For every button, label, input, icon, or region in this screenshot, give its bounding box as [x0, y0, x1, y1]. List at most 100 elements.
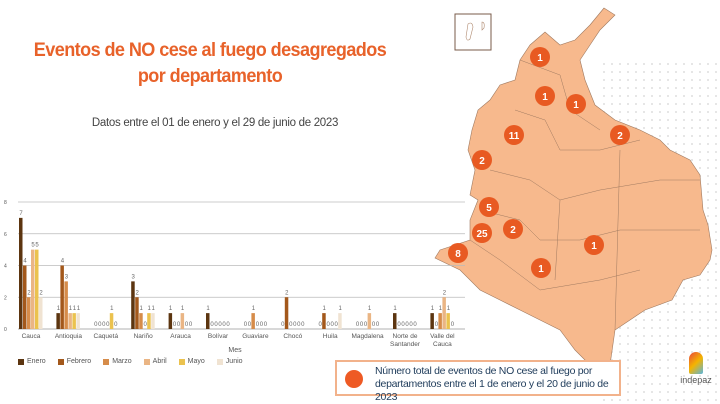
- bar-abril: [367, 313, 372, 329]
- bar-value-label: 1: [323, 306, 327, 312]
- marker-circle: [535, 86, 555, 106]
- event-marker: 2: [610, 125, 630, 145]
- legend-item-mayo: Mayo: [178, 358, 205, 365]
- marker-count: 2: [617, 131, 623, 142]
- x-tick-label: Valle del: [430, 333, 455, 340]
- marker-circle: [472, 150, 492, 170]
- legend-swatch: [57, 358, 64, 365]
- marker-circle: [448, 243, 468, 263]
- bar-value-label: 1: [206, 306, 210, 312]
- bar-abril: [68, 313, 72, 329]
- legend-item-junio: Junio: [216, 358, 243, 365]
- bar-value-label: 1: [77, 306, 81, 312]
- bar-value-label: 0: [114, 322, 118, 328]
- marker-circle: [479, 197, 499, 217]
- bar-value-label: 1: [57, 306, 61, 312]
- bar-junio: [338, 313, 342, 329]
- bar-marzo: [251, 313, 255, 329]
- department-borders: [469, 59, 700, 331]
- page-title: Eventos de NO cese al fuego desagregados…: [33, 40, 387, 87]
- x-tick-label: Chocó: [283, 333, 302, 340]
- bar-febrero: [135, 297, 139, 329]
- legend-swatch: [18, 358, 24, 365]
- marker-circle: [472, 223, 492, 243]
- legend-item-abril: Abril: [143, 358, 167, 365]
- bar-enero: [430, 313, 434, 329]
- bar-value-label: 1: [140, 306, 144, 312]
- marker-count: 2: [510, 225, 516, 236]
- x-tick-label: Guaviare: [242, 333, 269, 340]
- bar-value-label: 0: [293, 322, 297, 328]
- bar-enero: [168, 313, 173, 329]
- marker-count: 1: [573, 100, 579, 111]
- marker-count: 1: [542, 92, 548, 103]
- marker-count: 8: [455, 249, 461, 260]
- bar-enero: [56, 313, 60, 329]
- legend-swatch: [216, 358, 223, 365]
- bar-value-label: 1: [110, 306, 114, 312]
- event-marker: 1: [535, 86, 555, 106]
- bar-enero: [19, 217, 23, 329]
- legend-item-marzo: Marzo: [103, 358, 132, 365]
- x-tick-label: Antioquia: [55, 333, 82, 340]
- legend-label: Enero: [27, 358, 46, 365]
- bar-enero: [131, 281, 135, 329]
- y-tick-label: 0: [4, 327, 7, 333]
- bar-febrero: [23, 265, 27, 329]
- bar-value-label: 0: [435, 322, 439, 328]
- bar-value-label: 0: [327, 322, 331, 328]
- bar-value-label: 0: [376, 322, 380, 328]
- x-tick-label: Cauca: [433, 341, 452, 348]
- marker-count: 11: [509, 131, 520, 142]
- bar-value-label: 0: [301, 322, 305, 328]
- legend-item-enero: Enero: [18, 358, 46, 365]
- bar-mayo: [35, 249, 39, 329]
- x-tick-label: Santander: [390, 341, 421, 348]
- bar-value-label: 0: [451, 322, 455, 328]
- logo-text: indepaz: [680, 375, 712, 385]
- marker-circle: [531, 258, 551, 278]
- bar-value-label: 0: [98, 322, 102, 328]
- bar-mayo: [446, 313, 450, 329]
- event-marker: 2: [503, 219, 523, 239]
- legend-label: Abril: [152, 358, 167, 365]
- map-legend-line2: departamentos entre el 1 de enero y el 2…: [375, 378, 609, 403]
- bar-enero: [393, 313, 397, 329]
- event-marker: 8: [448, 243, 468, 263]
- islands-shape: [465, 21, 485, 41]
- bar-value-label: 4: [61, 259, 65, 265]
- x-tick-label: Caquetá: [94, 333, 119, 340]
- map-legend-box: Número total de eventos de NO cese al fu…: [335, 360, 621, 403]
- event-marker: 2: [472, 150, 492, 170]
- bar-enero: [206, 313, 210, 329]
- islands-inset: [454, 13, 492, 51]
- legend-swatch: [143, 358, 150, 365]
- bar-value-label: 0: [177, 322, 181, 328]
- x-tick-label: Huila: [323, 333, 338, 340]
- bar-value-label: 0: [210, 322, 214, 328]
- bar-value-label: 0: [401, 322, 405, 328]
- bar-value-label: 1: [152, 306, 156, 312]
- legend-label: Junio: [225, 358, 243, 365]
- bar-value-label: 0: [364, 322, 368, 328]
- bar-value-label: 0: [413, 322, 417, 328]
- bar-value-label: 5: [35, 243, 39, 249]
- bar-mayo: [72, 313, 76, 329]
- marker-count: 1: [538, 264, 544, 275]
- bar-value-label: 0: [264, 322, 268, 328]
- marker-circle: [566, 94, 586, 114]
- bar-value-label: 1: [69, 306, 73, 312]
- marker-count: 25: [476, 229, 488, 240]
- bar-value-label: 0: [144, 322, 148, 328]
- event-marker: 11: [504, 125, 524, 145]
- y-tick-label: 2: [4, 295, 7, 301]
- bar-value-label: 4: [23, 259, 27, 265]
- bar-value-label: 5: [31, 243, 35, 249]
- bar-value-label: 1: [339, 306, 343, 312]
- bar-value-label: 2: [136, 290, 140, 296]
- bar-abril: [180, 313, 185, 329]
- marker-circle: [503, 219, 523, 239]
- indepaz-logo: indepaz: [676, 352, 716, 385]
